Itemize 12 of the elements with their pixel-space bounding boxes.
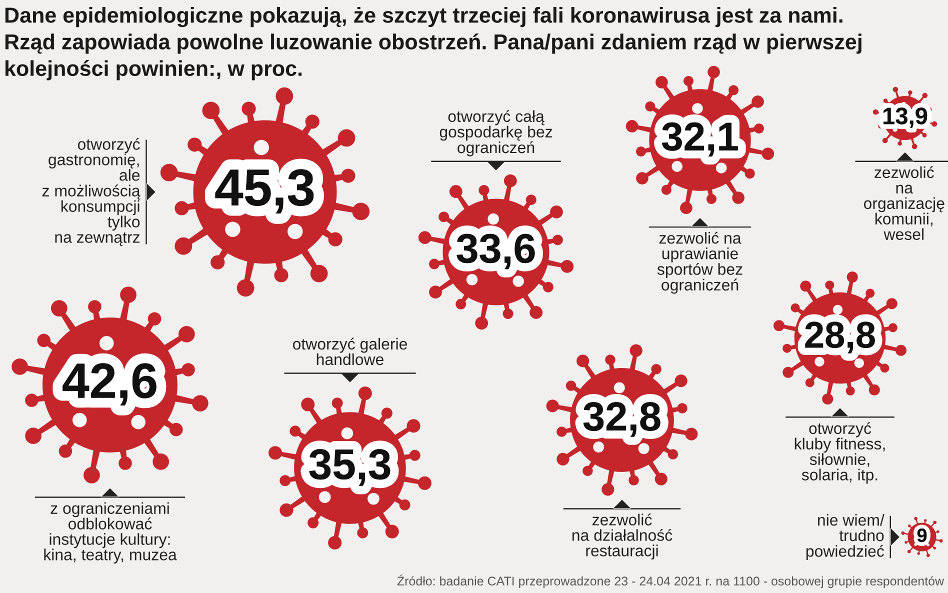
category-label: zezwolić na uprawianie sportów bez ograniczeń bbox=[657, 232, 742, 294]
category-label: z ograniczeniami odblokować instytucje kultury: kina, teatry, muzea bbox=[44, 502, 177, 564]
category-label: nie wiem/ trudno powiedzieć bbox=[806, 514, 884, 560]
category-label: zezwolić na działalność restauracji bbox=[572, 514, 672, 560]
category-label: zezwolić na organizację komunii, wesel bbox=[864, 166, 944, 240]
category-label: otworzyć galerie handlowe bbox=[292, 338, 407, 366]
category-label: otworzyć kluby fitness, siłownie, solaria, itp. bbox=[794, 422, 885, 484]
text: Źródło: badanie CATI przeprowadzone 23 - 24.04 2021 r. na 1100 - osobowej grupie respondentów bbox=[397, 574, 944, 588]
text: Dane epidemiologiczne pokazują, że szczyt trzeciej fali koronawirusa jest za nami. Rząd zapowiada powolne luzowanie obostrzeń. Pana/pani zdaniem rząd w pierwszej kolejności powinien:, w proc. bbox=[5, 7, 862, 80]
data-label: 9 bbox=[917, 528, 927, 542]
category-label: otworzyć gastronomię, ale z możliwością konsumpcji tylko na zewnątrz bbox=[42, 138, 140, 246]
category-label: otworzyć całą gospodarkę bez ograniczeń bbox=[440, 110, 552, 156]
